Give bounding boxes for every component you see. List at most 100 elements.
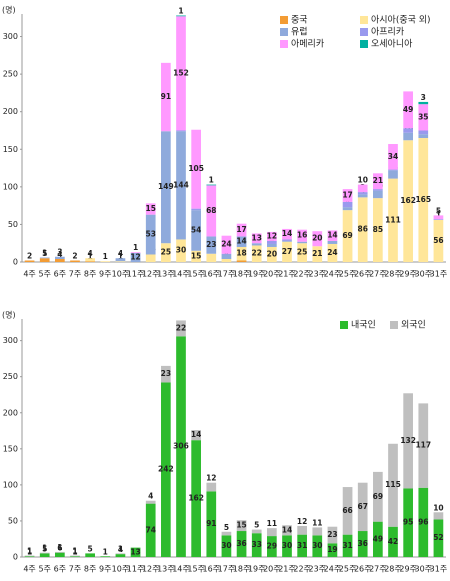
- x-tick-label: 19주: [248, 270, 266, 279]
- x-tick-label: 18주: [233, 270, 251, 279]
- bar-segment: [115, 258, 126, 262]
- bar-segment: [342, 207, 353, 211]
- bar-segment: [312, 231, 323, 247]
- x-tick-label: 25주: [339, 565, 357, 574]
- x-tick-label: 26주: [354, 270, 372, 279]
- value-label: 24: [327, 248, 337, 257]
- value-label: 17: [342, 190, 352, 199]
- bar-segment: [251, 233, 262, 244]
- bar-segment: [418, 101, 429, 105]
- x-tick-label: 7주: [69, 270, 81, 279]
- bar-segment: [191, 208, 201, 211]
- bar-segment: [221, 235, 232, 254]
- value-label: 1: [178, 7, 183, 16]
- bar-segment: [70, 260, 80, 262]
- value-label: 12: [206, 474, 216, 483]
- value-label: 21: [312, 249, 322, 258]
- value-label: 4: [118, 545, 123, 554]
- value-label: 30: [282, 541, 292, 550]
- value-label: 52: [433, 533, 443, 542]
- value-label: 17: [236, 225, 246, 234]
- x-tick-label: 12주: [142, 565, 160, 574]
- bar-segment: [433, 219, 444, 262]
- value-label: 2: [72, 251, 77, 260]
- x-tick-label: 22주: [293, 270, 311, 279]
- legend-swatch: [390, 321, 398, 329]
- bar-segment: [176, 239, 186, 262]
- value-label: 105: [188, 164, 204, 173]
- bar-segment: [145, 203, 156, 215]
- bar-segment: [236, 246, 247, 261]
- x-tick-label: 20주: [263, 565, 281, 574]
- legend-label: 아프리카: [371, 27, 404, 38]
- value-label: 1: [103, 252, 108, 261]
- legend-swatch: [280, 16, 288, 24]
- legend-swatch: [360, 16, 368, 24]
- bar-segment: [191, 430, 201, 441]
- value-label: 1: [72, 547, 77, 556]
- x-tick-label: 4주: [23, 270, 35, 279]
- bar-segment: [236, 236, 247, 247]
- x-tick-label: 23주: [309, 565, 327, 574]
- x-tick-label: 11주: [127, 565, 145, 574]
- value-label: 14: [191, 430, 201, 439]
- value-label: 5: [436, 206, 441, 215]
- bar-segment: [85, 258, 95, 262]
- value-label: 306: [173, 442, 189, 451]
- bar-segment: [236, 520, 247, 532]
- bar-segment: [221, 531, 232, 536]
- x-tick-label: 17주: [218, 270, 236, 279]
- bar-segment: [282, 228, 292, 240]
- bar-segment: [342, 210, 353, 262]
- value-label: 85: [373, 225, 383, 234]
- bar-segment: [373, 173, 383, 190]
- value-label: 6: [57, 544, 62, 553]
- value-label: 29: [267, 542, 277, 551]
- x-tick-label: 19주: [248, 565, 266, 574]
- legend-label: 유럽: [291, 27, 308, 38]
- value-label: 22: [251, 249, 261, 258]
- value-label: 11: [312, 518, 322, 527]
- bar-segment: [388, 170, 398, 179]
- y-tick-label: 300: [3, 336, 18, 345]
- value-label: 1: [436, 210, 441, 219]
- value-label: 36: [357, 539, 367, 548]
- value-label: 1: [57, 543, 62, 552]
- value-label: 242: [158, 465, 174, 474]
- bar-segment: [39, 257, 50, 259]
- bar-segment: [373, 198, 383, 262]
- bar-segment: [373, 521, 383, 557]
- x-tick-label: 10주: [112, 270, 130, 279]
- bar-segment: [161, 62, 171, 132]
- x-tick-label: 15주: [187, 270, 205, 279]
- value-label: 24: [221, 240, 231, 249]
- bar-segment: [388, 443, 398, 527]
- x-tick-label: 27주: [369, 270, 387, 279]
- x-tick-label: 4주: [23, 565, 35, 574]
- bar-segment: [100, 261, 111, 262]
- value-label: 14: [282, 525, 292, 534]
- bar-segment: [176, 16, 186, 131]
- value-label: 132: [400, 436, 416, 445]
- value-label: 149: [158, 182, 174, 191]
- legend-swatch: [280, 28, 288, 36]
- value-label: 111: [385, 215, 401, 224]
- bar-segment: [403, 91, 413, 129]
- value-label: 18: [236, 249, 246, 258]
- value-label: 13: [251, 233, 261, 242]
- x-tick-label: 29주: [399, 565, 417, 574]
- bar-segment: [267, 528, 277, 537]
- value-label: 86: [357, 225, 367, 234]
- y-tick-label: 300: [3, 32, 18, 41]
- x-tick-label: 8주: [84, 270, 96, 279]
- value-label: 144: [173, 180, 189, 189]
- legend-swatch: [280, 40, 288, 48]
- bar-segment: [206, 482, 217, 492]
- bar-segment: [191, 129, 201, 209]
- bar-segment: [206, 491, 217, 557]
- bar-segment: [297, 534, 307, 557]
- legend-swatch: [360, 40, 368, 48]
- bar-segment: [342, 534, 353, 557]
- bar-segment: [433, 219, 444, 220]
